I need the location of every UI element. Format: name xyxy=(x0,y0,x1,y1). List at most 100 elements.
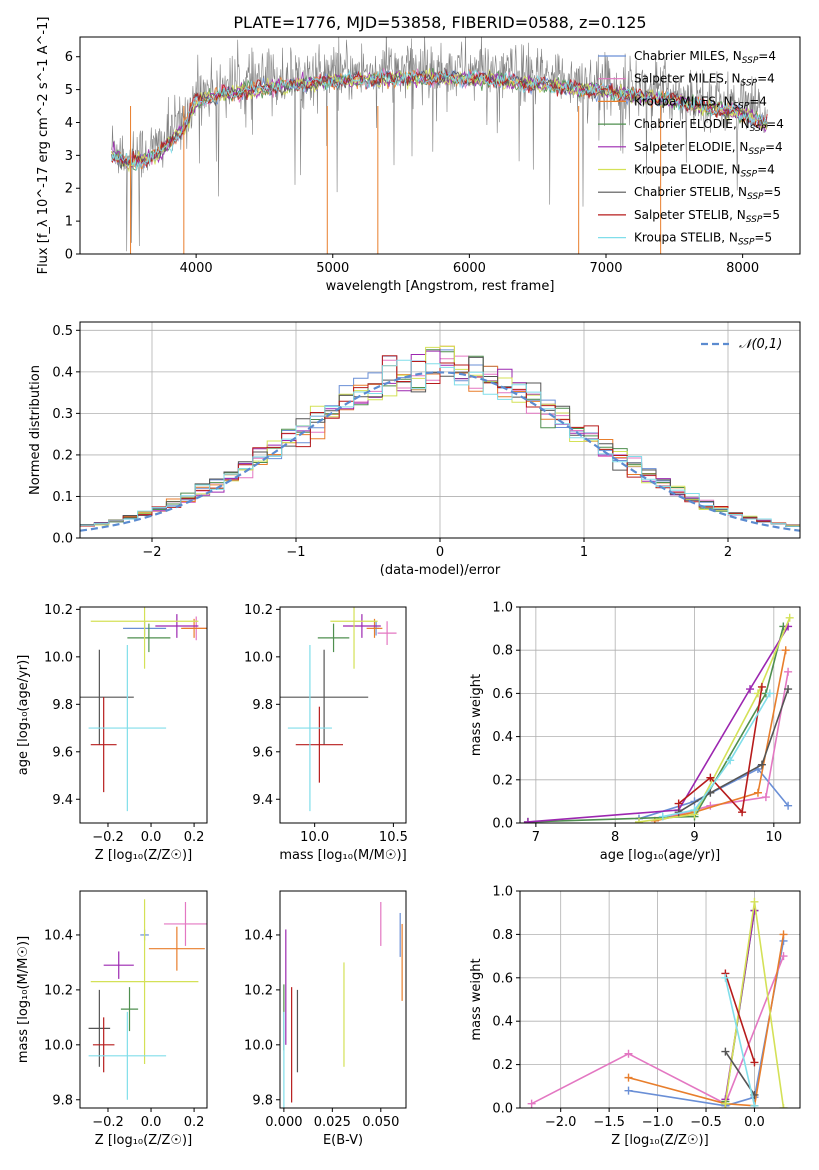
weight-vs-Z-xlabel: Z [log₁₀(Z/Z☉)] xyxy=(611,1133,708,1148)
spectrum-xtick-label: 7000 xyxy=(589,261,622,276)
age-vs-Z-ytick-label: 9.4 xyxy=(52,793,73,808)
legend-entry: Kroupa ELODIE, NSSP=4 xyxy=(634,163,775,180)
weight-vs-Z-frame xyxy=(519,890,801,1109)
age-vs-Z-point xyxy=(90,607,199,669)
legend-entry: Chabrier MILES, NSSP=4 xyxy=(634,49,776,66)
model-spectrum-9 xyxy=(110,68,768,171)
weight-vs-age-series-9 xyxy=(662,692,771,818)
residuals-ytick-label: 0.3 xyxy=(52,407,73,422)
age-vs-mass-xlabel: mass [log₁₀(M/M☉)] xyxy=(279,848,406,863)
mass-vs-Z-xlabel: Z [log₁₀(Z/Z☉)] xyxy=(95,1133,192,1148)
normal-legend-label: 𝒩(0,1) xyxy=(739,337,782,352)
age-vs-Z-ylabel: age [log₁₀(age/yr)] xyxy=(16,655,31,776)
weight-vs-Z-marker xyxy=(624,1049,633,1058)
weight-vs-age-ytick-label: 1.0 xyxy=(492,601,513,616)
mass-vs-Z-xtick-label: 0.0 xyxy=(141,1115,162,1130)
spectrum-axes: 4000 5000 6000 7000 8000 0 1 2 3 4 5 6 wavelength [A… xyxy=(36,17,801,294)
legend-entry: Salpeter STELIB, NSSP=5 xyxy=(634,208,780,225)
weight-vs-Z-ytick-label: 0.2 xyxy=(492,1058,513,1073)
age-vs-mass-ytick-label: 10.2 xyxy=(244,603,273,618)
spectrum-xtick-label: 8000 xyxy=(726,261,759,276)
residuals-xtick-label: −1 xyxy=(286,545,305,560)
residuals-xtick-label: 2 xyxy=(724,545,732,560)
weight-vs-Z-marker xyxy=(750,1058,759,1067)
age-vs-Z-ytick-label: 10.2 xyxy=(44,603,73,618)
weight-vs-Z-ytick-label: 0.8 xyxy=(492,928,513,943)
weight-vs-Z-marker xyxy=(624,1086,633,1095)
figure-title: PLATE=1776, MJD=53858, FIBERID=0588, z=0… xyxy=(233,13,646,32)
weight-vs-Z-marker xyxy=(721,1099,730,1108)
age-vs-Z-ytick-label: 10.0 xyxy=(44,650,73,665)
age-vs-Z-frame xyxy=(79,606,208,824)
age-vs-Z-xtick-label: 0.0 xyxy=(141,830,162,845)
residuals-xtick-label: 1 xyxy=(580,545,588,560)
age-vs-mass-xtick-label: 10.0 xyxy=(300,830,329,845)
weight-vs-Z-ytick-label: 1.0 xyxy=(492,885,513,900)
weight-vs-age-marker xyxy=(706,773,715,782)
weight-vs-Z-series-2 xyxy=(531,955,785,1105)
weight-vs-Z-series-3 xyxy=(628,934,785,1107)
weight-vs-age-marker xyxy=(785,613,794,622)
weight-vs-age-xtick-label: 10 xyxy=(766,830,783,845)
legend-entry: Salpeter MILES, NSSP=4 xyxy=(634,72,775,89)
age-vs-Z-point xyxy=(88,644,167,812)
weight-vs-age-marker xyxy=(658,812,667,821)
weight-vs-age-marker xyxy=(690,806,699,815)
mass-vs-Z-point xyxy=(120,987,139,1032)
residuals-plot-area xyxy=(80,345,800,538)
age-vs-mass-point xyxy=(295,706,343,783)
weight-vs-Z-xtick-label: −1.0 xyxy=(642,1115,674,1130)
weight-vs-age-ytick-label: 0.0 xyxy=(492,817,513,832)
mass-vs-Z-xtick-label: 0.2 xyxy=(184,1115,205,1130)
mass-vs-Z-point xyxy=(92,1017,115,1073)
residuals-ytick-label: 0.4 xyxy=(52,365,73,380)
mass-vs-Z-xtick-label: −0.2 xyxy=(92,1115,124,1130)
mass-vs-Z-ytick-label: 10.4 xyxy=(44,928,73,943)
weight-vs-age-marker xyxy=(757,682,766,691)
spectrum-xtick-label: 4000 xyxy=(180,261,213,276)
weight-vs-Z-xtick-label: −0.5 xyxy=(690,1115,722,1130)
age-vs-mass-ytick-label: 9.4 xyxy=(252,793,273,808)
weight-vs-age-marker xyxy=(765,689,774,698)
mass-vs-Z-point xyxy=(148,926,205,971)
mass-vs-EBV-xtick-label: 0.000 xyxy=(265,1115,302,1130)
mass-vs-Z-ylabel: mass [log₁₀(M/M☉)] xyxy=(16,936,31,1063)
age-vs-Z-point xyxy=(155,614,199,638)
weight-vs-age-marker xyxy=(726,756,735,765)
model-spectrum-7 xyxy=(110,68,768,171)
mass-vs-Z-ytick-label: 9.8 xyxy=(52,1093,73,1108)
residuals-ytick-label: 0.5 xyxy=(52,324,73,339)
mass-vs-EBV-ytick-label: 9.8 xyxy=(252,1093,273,1108)
weight-vs-Z-ylabel: mass weight xyxy=(469,958,484,1040)
legend-entry: Kroupa STELIB, NSSP=5 xyxy=(634,231,772,248)
age-vs-Z-point xyxy=(80,649,134,745)
normal-curve xyxy=(80,371,800,532)
model-spectrum-8 xyxy=(111,70,768,169)
mass-vs-Z-axes: −0.2 0.0 0.2 9.8 10.0 10.2 10.4 Z [log₁₀(Z/Z☉)]… xyxy=(16,890,208,1148)
weight-vs-age-marker xyxy=(761,793,770,802)
age-vs-Z-point xyxy=(127,623,171,653)
plots: 4000 5000 6000 7000 8000 0 1 2 3 4 5 6 wavelength [A… xyxy=(16,17,801,1148)
spectrum-ytick-label: 2 xyxy=(65,182,73,197)
age-vs-Z-point xyxy=(181,618,207,638)
residuals-xtick-label: 0 xyxy=(436,545,444,560)
spectrum-xlabel: wavelength [Angstrom, rest frame] xyxy=(326,279,555,294)
mass-vs-EBV-ytick-label: 10.0 xyxy=(244,1038,273,1053)
mass-vs-Z-point xyxy=(90,899,199,1065)
mass-vs-Z-point xyxy=(88,1011,167,1100)
weight-vs-Z-xtick-label: −2.0 xyxy=(545,1115,577,1130)
weight-vs-age-frame xyxy=(519,606,801,824)
weight-vs-Z-marker xyxy=(779,952,788,961)
age-vs-mass-point xyxy=(377,621,397,645)
mass-vs-EBV-ytick-label: 10.4 xyxy=(244,928,273,943)
weight-vs-age-marker xyxy=(738,808,747,817)
weight-vs-age-series-8 xyxy=(678,686,763,814)
age-vs-Z-axes: −0.2 0.0 0.2 9.4 9.6 9.8 10.0 10.2 Z [log₁₀(Z/Z☉… xyxy=(16,603,208,863)
spectrum-xtick-label: 6000 xyxy=(453,261,486,276)
age-vs-mass-point xyxy=(343,614,381,638)
weight-vs-age-marker xyxy=(753,788,762,797)
age-vs-mass-point xyxy=(280,649,369,745)
weight-vs-age-marker xyxy=(784,801,793,810)
mass-vs-EBV-frame xyxy=(279,890,407,1109)
